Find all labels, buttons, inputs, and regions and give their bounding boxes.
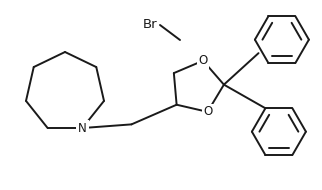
Text: Br: Br [143, 18, 158, 32]
Text: O: O [198, 54, 208, 67]
Text: O: O [203, 105, 212, 118]
Text: N: N [78, 122, 87, 135]
